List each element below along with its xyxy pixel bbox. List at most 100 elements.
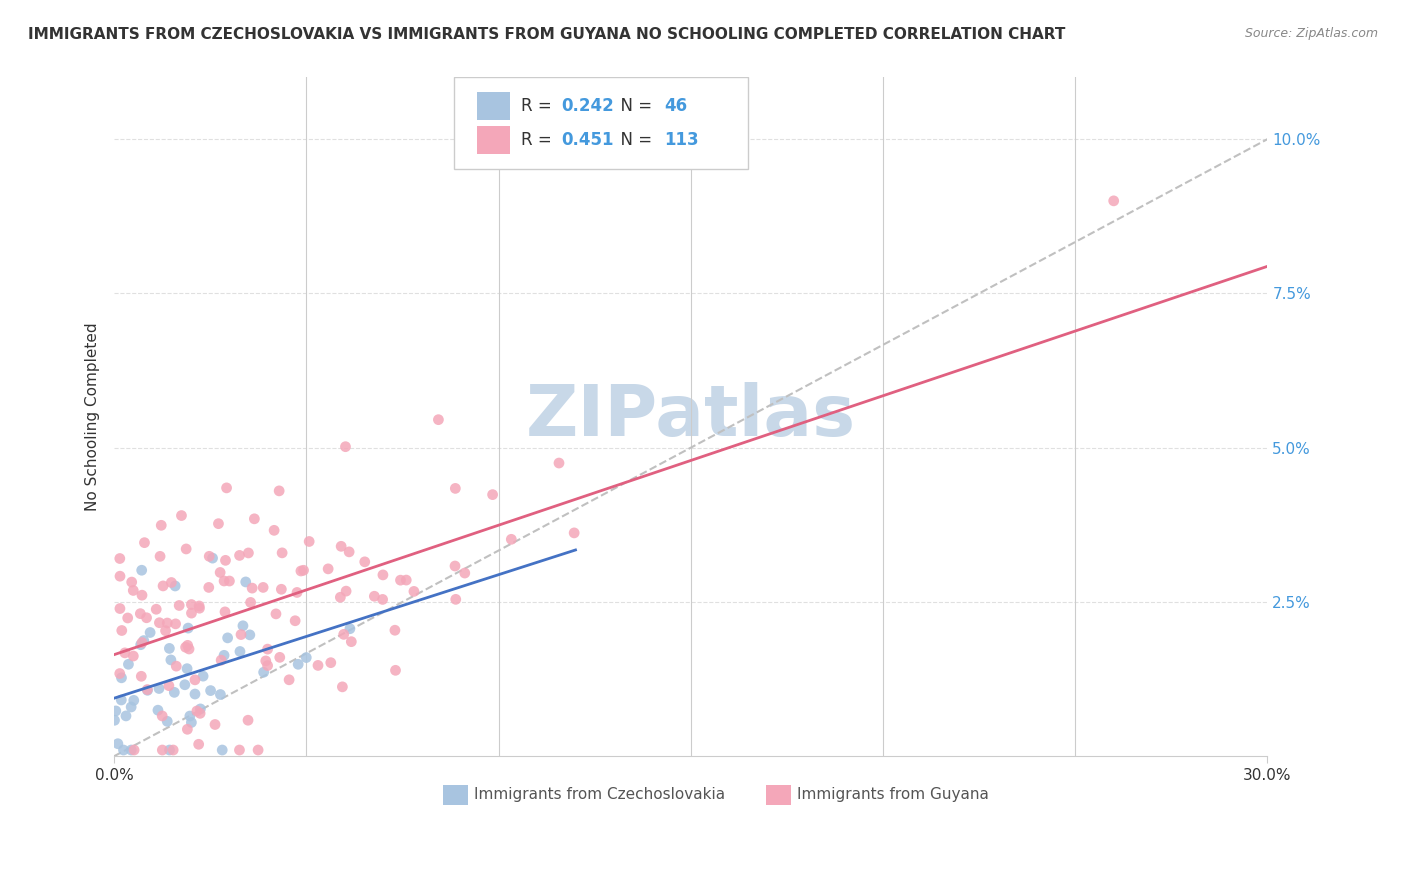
Point xyxy=(332,680,354,694)
Point xyxy=(363,589,385,603)
Point xyxy=(1102,194,1125,208)
Point xyxy=(444,482,467,496)
Point xyxy=(198,549,221,564)
Point xyxy=(256,642,278,657)
Point xyxy=(112,743,135,757)
Point xyxy=(110,693,132,707)
Point xyxy=(180,598,202,612)
Point xyxy=(165,579,187,593)
Point xyxy=(307,658,329,673)
Point xyxy=(108,551,131,566)
Point xyxy=(256,658,278,673)
Point xyxy=(218,574,240,588)
Point xyxy=(384,624,406,638)
Point xyxy=(120,700,142,714)
Point xyxy=(402,584,425,599)
Point xyxy=(204,717,226,731)
Point xyxy=(180,715,202,730)
Point xyxy=(191,669,214,683)
Point xyxy=(155,624,177,638)
Point xyxy=(295,650,318,665)
Point xyxy=(217,631,239,645)
Point xyxy=(156,714,179,729)
Point xyxy=(115,709,138,723)
Point xyxy=(114,646,136,660)
Point xyxy=(264,607,287,621)
Point xyxy=(319,656,342,670)
Point xyxy=(111,624,134,638)
Point xyxy=(271,546,294,560)
Point xyxy=(395,573,418,587)
Point xyxy=(184,687,207,701)
Point xyxy=(316,562,339,576)
Point xyxy=(174,640,197,655)
Point xyxy=(174,541,197,556)
Point xyxy=(135,611,157,625)
Point xyxy=(179,709,201,723)
Point xyxy=(150,709,173,723)
Point xyxy=(236,713,259,727)
Point xyxy=(254,654,277,668)
Point xyxy=(290,564,312,578)
Point xyxy=(160,653,183,667)
Point xyxy=(284,614,307,628)
Point xyxy=(139,625,162,640)
Point xyxy=(229,627,252,641)
Point xyxy=(165,659,187,673)
Point xyxy=(229,644,252,658)
Point xyxy=(121,575,143,590)
Text: N =: N = xyxy=(610,131,658,149)
Point xyxy=(122,583,145,598)
Point xyxy=(214,605,236,619)
Point xyxy=(173,678,195,692)
Point xyxy=(278,673,301,687)
Point xyxy=(243,512,266,526)
Text: 46: 46 xyxy=(664,97,688,115)
Point xyxy=(163,685,186,699)
Point xyxy=(165,616,187,631)
Point xyxy=(371,592,394,607)
Point xyxy=(200,683,222,698)
Text: R =: R = xyxy=(522,131,557,149)
Point xyxy=(129,638,152,652)
Point xyxy=(228,549,250,563)
Point xyxy=(103,713,125,727)
Point xyxy=(371,568,394,582)
Text: R =: R = xyxy=(522,97,557,115)
Text: 0.451: 0.451 xyxy=(561,131,614,149)
Point xyxy=(162,743,184,757)
Point xyxy=(444,592,467,607)
Y-axis label: No Schooling Completed: No Schooling Completed xyxy=(86,323,100,511)
Point xyxy=(145,602,167,616)
Point xyxy=(214,553,236,567)
Point xyxy=(117,611,139,625)
Point xyxy=(148,615,170,630)
Point xyxy=(104,704,127,718)
Point xyxy=(269,483,291,498)
Point xyxy=(454,566,477,580)
Point xyxy=(188,706,211,721)
Point xyxy=(444,559,467,574)
Point xyxy=(177,642,200,657)
Point xyxy=(285,585,308,599)
Text: Source: ZipAtlas.com: Source: ZipAtlas.com xyxy=(1244,27,1378,40)
Point xyxy=(215,481,238,495)
FancyBboxPatch shape xyxy=(454,78,748,169)
Text: IMMIGRANTS FROM CZECHOSLOVAKIA VS IMMIGRANTS FROM GUYANA NO SCHOOLING COMPLETED : IMMIGRANTS FROM CZECHOSLOVAKIA VS IMMIGR… xyxy=(28,27,1066,42)
Point xyxy=(209,566,232,580)
Bar xyxy=(443,785,468,805)
Point xyxy=(501,533,523,547)
Point xyxy=(176,723,198,737)
Point xyxy=(287,657,309,672)
Point xyxy=(562,525,585,540)
Point xyxy=(335,440,357,454)
Point xyxy=(132,633,155,648)
Point xyxy=(239,628,262,642)
Point xyxy=(187,737,209,751)
Point xyxy=(107,737,129,751)
Point xyxy=(149,549,172,564)
Text: Immigrants from Czechoslovakia: Immigrants from Czechoslovakia xyxy=(474,788,725,803)
Point xyxy=(212,648,235,663)
Point xyxy=(190,702,212,716)
Point xyxy=(427,412,450,426)
